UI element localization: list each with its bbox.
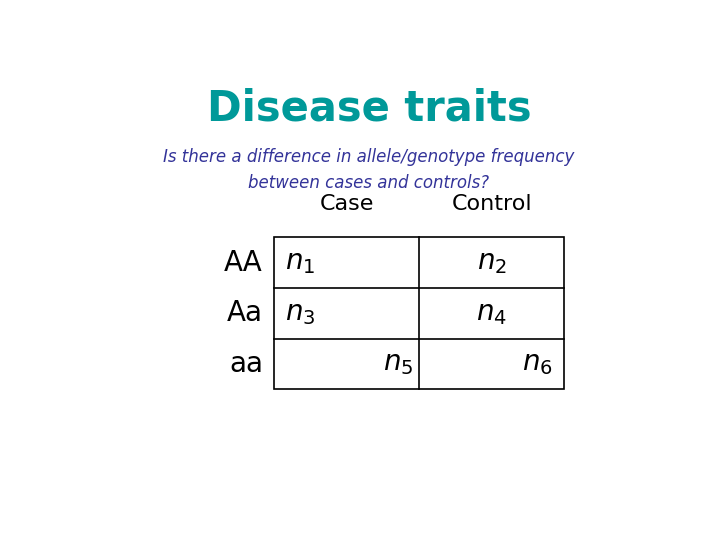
Text: $n_6$: $n_6$ [523, 350, 553, 377]
Text: AA: AA [224, 248, 263, 276]
Text: Disease traits: Disease traits [207, 87, 531, 130]
Text: $n_2$: $n_2$ [477, 249, 507, 276]
Text: $n_3$: $n_3$ [285, 300, 316, 327]
Text: Case: Case [320, 194, 374, 214]
Text: Control: Control [451, 194, 532, 214]
Text: Aa: Aa [227, 299, 263, 327]
Text: $n_1$: $n_1$ [285, 249, 315, 276]
Text: Is there a difference in allele/genotype frequency
between cases and controls?: Is there a difference in allele/genotype… [163, 148, 575, 192]
Text: $n_4$: $n_4$ [477, 300, 507, 327]
Text: aa: aa [229, 350, 263, 378]
Text: $n_5$: $n_5$ [383, 350, 414, 377]
